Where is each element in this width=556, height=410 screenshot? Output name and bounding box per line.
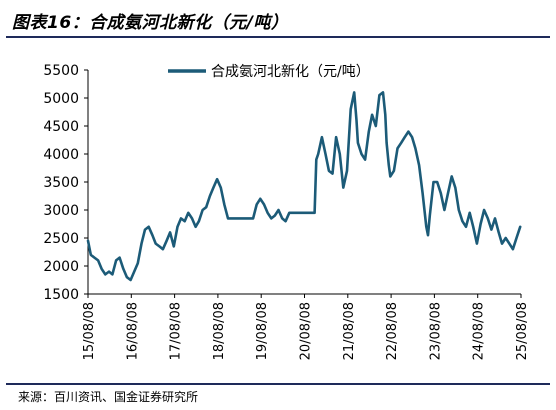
x-tick-label: 16/08/08: [125, 302, 140, 360]
y-tick-label: 2500: [43, 231, 79, 247]
y-tick-label: 5500: [43, 63, 79, 79]
x-tick-label: 17/08/08: [169, 302, 184, 360]
x-tick-label: 15/08/08: [82, 302, 97, 360]
x-tick-label: 22/08/08: [385, 302, 400, 360]
figure-title: 图表16：合成氨河北新化（元/吨）: [12, 13, 289, 33]
y-tick-label: 2000: [43, 259, 79, 275]
y-tick-label: 3500: [43, 175, 79, 191]
x-tick-label: 18/08/08: [212, 302, 227, 360]
top-rule: [6, 36, 550, 38]
x-tick-label: 24/08/08: [472, 302, 487, 360]
y-tick-label: 4000: [43, 147, 79, 163]
x-tick-label: 25/08/08: [515, 302, 530, 360]
x-tick-label: 23/08/08: [428, 302, 443, 360]
x-tick-label: 19/08/08: [255, 302, 270, 360]
line-chart: 1500 2000 2500 3000 3500 4000 4500 5000 5500 15/…: [43, 63, 530, 360]
y-tick-label: 4500: [43, 119, 79, 135]
y-tick-label: 3000: [43, 203, 79, 219]
source-note: 来源：百川资讯、国金证券研究所: [18, 390, 199, 404]
x-axis: 15/08/08 16/08/08 17/08/08 18/08/08 19/08/08…: [82, 293, 530, 360]
legend-label: 合成氨河北新化（元/吨）: [211, 64, 370, 80]
y-tick-label: 1500: [43, 287, 79, 303]
plot-area: [86, 91, 522, 282]
y-tick-label: 5000: [43, 91, 79, 107]
legend: 合成氨河北新化（元/吨）: [168, 64, 370, 80]
series-line: [86, 91, 522, 282]
x-tick-label: 21/08/08: [342, 302, 357, 360]
bottom-rule: [6, 383, 550, 385]
x-tick-label: 20/08/08: [299, 302, 314, 360]
y-axis: 1500 2000 2500 3000 3500 4000 4500 5000 5500: [43, 63, 89, 303]
